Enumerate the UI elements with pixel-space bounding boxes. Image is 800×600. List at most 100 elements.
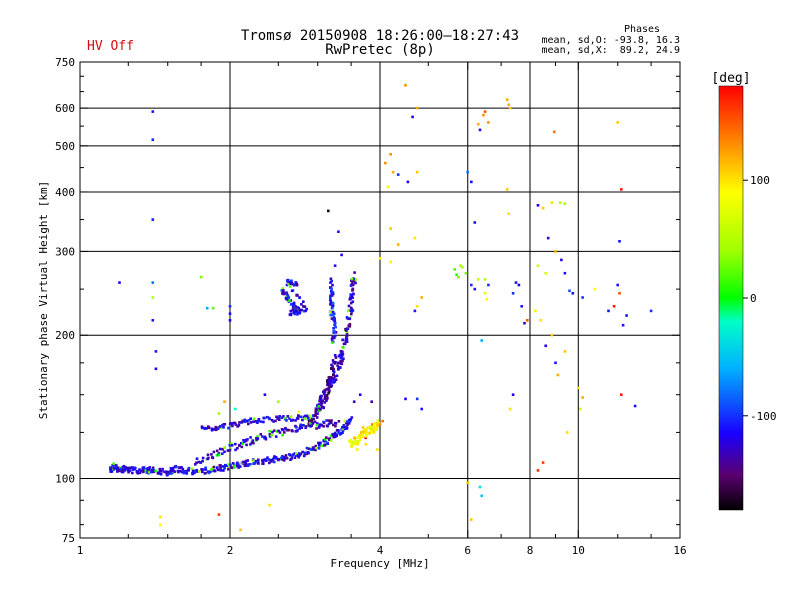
echo-point [194, 463, 197, 466]
echo-points [109, 84, 653, 532]
echo-point [560, 258, 563, 262]
echo-point [135, 470, 139, 473]
echo-point [115, 464, 118, 467]
echo-point [252, 417, 256, 421]
echo-point [117, 466, 120, 470]
echo-point [333, 375, 337, 378]
echo-point [310, 424, 313, 427]
echo-point [154, 367, 158, 371]
echo-point [316, 412, 319, 415]
echo-point [217, 452, 221, 455]
echo-point [307, 418, 310, 421]
echo-point [242, 439, 245, 442]
echo-point [333, 421, 337, 425]
echo-point [371, 426, 375, 430]
echo-point [226, 449, 230, 452]
echo-point [124, 467, 128, 471]
echo-point [350, 301, 353, 305]
echo-point [335, 429, 339, 432]
echo-point [261, 435, 264, 438]
echo-point [335, 434, 338, 438]
echo-point [263, 435, 267, 439]
echo-point [169, 469, 173, 472]
echo-point [351, 309, 355, 312]
echo-point [138, 468, 141, 471]
echo-point [361, 433, 365, 437]
echo-point [216, 466, 219, 470]
echo-point [376, 419, 380, 422]
echo-point [295, 309, 298, 312]
echo-point [593, 287, 597, 291]
echo-point [526, 319, 529, 322]
echo-point [300, 426, 304, 429]
echo-point [351, 296, 354, 300]
echo-point [313, 420, 317, 424]
echo-point [369, 425, 372, 428]
echo-point [352, 292, 355, 296]
echo-point [360, 431, 363, 434]
echo-point [328, 382, 332, 385]
echo-point [249, 443, 252, 446]
echo-point [329, 434, 333, 437]
echo-point [554, 250, 557, 253]
echo-point [333, 380, 337, 383]
echo-point [329, 294, 332, 297]
echo-point [620, 393, 623, 396]
chart-title-line1: Tromsø 20150908 18:26:00—18:27:43 [241, 28, 519, 44]
echo-point [219, 464, 222, 467]
echo-point [349, 306, 353, 310]
echo-point [273, 455, 276, 458]
echo-point [199, 461, 202, 464]
echo-point [337, 431, 340, 435]
echo-point [350, 443, 354, 447]
echo-point [331, 381, 334, 384]
echo-point [329, 303, 332, 306]
y-tick-label: 200 [55, 329, 75, 342]
echo-point [330, 294, 334, 297]
echo-point [199, 275, 203, 279]
echo-point [483, 278, 487, 281]
echo-point [345, 331, 349, 334]
echo-point [330, 337, 334, 341]
echo-point [331, 336, 334, 339]
echo-point [305, 307, 308, 311]
echo-point [210, 428, 214, 432]
echo-point [351, 279, 355, 283]
echo-point [470, 518, 473, 521]
echo-point [128, 466, 132, 470]
echo-point [563, 271, 567, 275]
echo-point [249, 436, 252, 439]
echo-point [195, 457, 199, 460]
echo-point [122, 464, 126, 468]
echo-point [616, 121, 619, 124]
echo-point [322, 390, 325, 394]
echo-point [150, 470, 153, 474]
echo-point [348, 298, 352, 301]
echo-point [286, 278, 290, 282]
echo-point [352, 277, 355, 280]
echo-point [207, 471, 211, 475]
y-tick-label: 100 [55, 473, 75, 486]
echo-point [201, 456, 205, 460]
echo-point [136, 472, 140, 475]
echo-point [287, 428, 290, 432]
echo-point [275, 415, 278, 419]
echo-point [473, 221, 477, 224]
echo-point [243, 440, 246, 444]
echo-point [534, 309, 537, 313]
echo-point [217, 453, 221, 457]
echo-point [350, 294, 354, 298]
echo-point [364, 443, 368, 446]
echo-point [214, 428, 218, 432]
echo-point [219, 469, 223, 472]
echo-point [304, 417, 307, 420]
echo-point [241, 442, 245, 445]
echo-point [290, 279, 293, 283]
echo-point [415, 170, 419, 174]
echo-point [216, 427, 220, 431]
y-axis-label: Stationary phase Virtual Height [km] [37, 181, 50, 419]
echo-point [304, 425, 308, 428]
echo-point [212, 450, 216, 454]
y-tick-label: 500 [55, 140, 75, 153]
echo-point [350, 279, 353, 282]
